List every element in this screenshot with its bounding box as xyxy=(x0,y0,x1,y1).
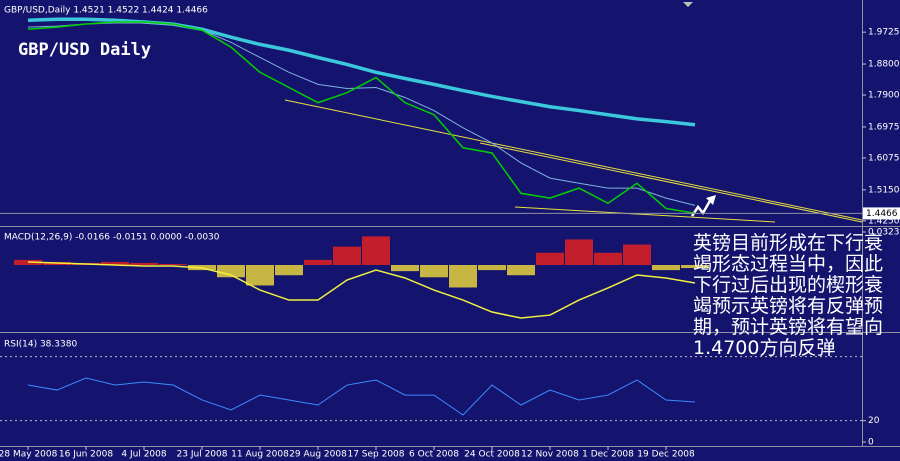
histogram-bar xyxy=(101,261,129,265)
last-price-box xyxy=(863,207,900,220)
arrow-head xyxy=(706,195,716,205)
last-price-label: 1.4466 xyxy=(866,209,898,219)
y-tick-label: 0.0323 xyxy=(868,227,900,237)
histogram-bar xyxy=(304,259,332,265)
histogram-bar xyxy=(536,252,564,265)
x-tick-label: 28 May 2008 xyxy=(0,450,58,460)
y-tick-label: 1.7900 xyxy=(868,91,900,101)
x-tick-label: 11 Aug 2008 xyxy=(231,450,289,460)
price-title: GBP/USD,Daily 1.4521 1.4522 1.4424 1.446… xyxy=(4,6,208,16)
annotation: 英镑目前形成在下行衰竭形态过程当中，因此下行过后出现的楔形衰竭预示英镑将有反弹预… xyxy=(693,232,884,359)
y-tick-label: 1.4250 xyxy=(868,216,900,226)
macd-title: MACD(12,26,9) -0.0166 -0.0151 0.0000 -0.… xyxy=(4,233,220,243)
x-tick-label: 29 Aug 2008 xyxy=(289,450,347,460)
series-line xyxy=(27,377,696,416)
shift-marker xyxy=(683,2,693,7)
histogram-bar xyxy=(623,244,651,265)
x-tick-label: 4 Jul 2008 xyxy=(121,450,166,460)
y-tick-label: 1.9725 xyxy=(868,28,900,38)
y-tick-label: 1.6075 xyxy=(868,153,900,163)
histogram-bar xyxy=(275,264,303,276)
histogram-bar xyxy=(652,264,680,271)
histogram-bar xyxy=(217,264,245,278)
x-tick-label: 12 Nov 2008 xyxy=(521,450,579,460)
histogram-bar xyxy=(333,246,361,265)
x-tick-label: 6 Oct 2008 xyxy=(409,450,459,460)
x-tick-label: 19 Dec 2008 xyxy=(637,450,695,460)
histogram-bar xyxy=(681,264,709,269)
histogram-bar xyxy=(507,264,535,276)
chart-label: GBP/USD Daily xyxy=(18,40,151,60)
histogram-bar xyxy=(130,262,158,265)
histogram-bar xyxy=(449,264,477,288)
histogram-bar xyxy=(565,239,593,265)
histogram-bar xyxy=(594,252,622,265)
x-tick-label: 23 Jul 2008 xyxy=(177,450,228,460)
arrow xyxy=(690,198,713,217)
y-tick-label: 0 xyxy=(868,438,874,448)
x-tick-label: 17 Sep 2008 xyxy=(347,450,404,460)
series-line xyxy=(27,22,696,206)
y-tick-label: 1.5150 xyxy=(868,185,900,195)
y-tick-label: 20 xyxy=(868,416,880,426)
x-tick-label: 16 Jun 2008 xyxy=(59,450,113,460)
y-tick-label: 1.6975 xyxy=(868,122,900,132)
trend-line xyxy=(284,99,863,221)
histogram-bar xyxy=(362,236,390,265)
histogram-bar xyxy=(478,264,506,271)
rsi-title: RSI(14) 38.3380 xyxy=(4,340,77,350)
trend-line xyxy=(514,206,776,223)
series-line xyxy=(27,21,696,215)
histogram-bar xyxy=(246,264,274,286)
histogram-bar xyxy=(391,264,419,272)
y-tick-label: 1.8800 xyxy=(868,60,900,70)
histogram-bar xyxy=(159,263,187,265)
trend-line xyxy=(479,142,863,223)
series-line xyxy=(27,261,696,319)
histogram-bar xyxy=(420,264,448,278)
x-tick-label: 1 Dec 2008 xyxy=(582,450,634,460)
x-tick-label: 24 Oct 2008 xyxy=(464,450,520,460)
